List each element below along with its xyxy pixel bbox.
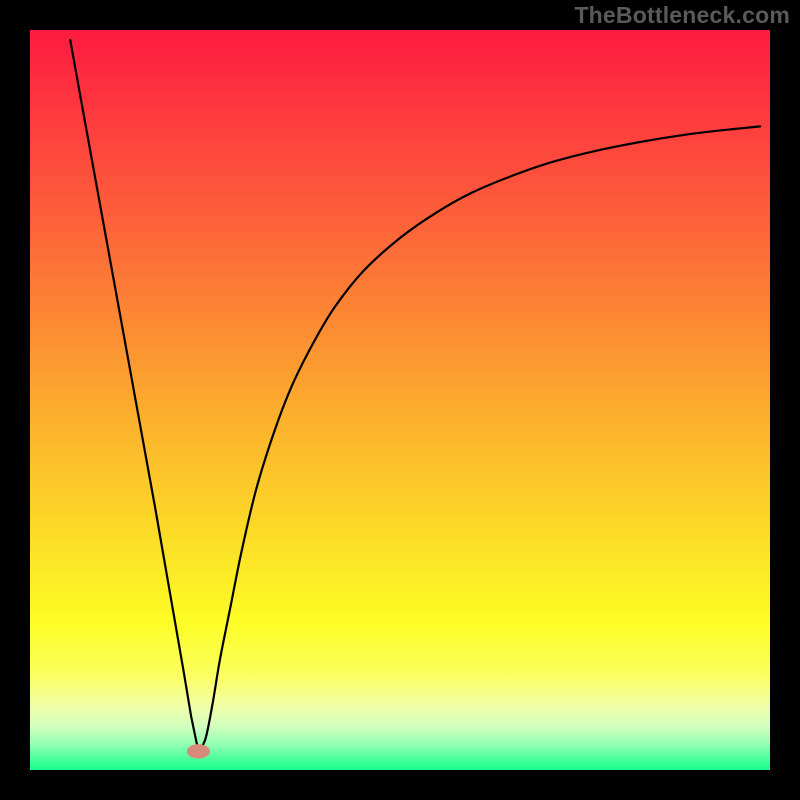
optimal-point-marker — [187, 744, 210, 758]
plot-background — [30, 30, 770, 770]
watermark-text: TheBottleneck.com — [574, 2, 790, 29]
bottleneck-chart — [0, 0, 800, 800]
chart-container: { "watermark": { "text": "TheBottleneck.… — [0, 0, 800, 800]
